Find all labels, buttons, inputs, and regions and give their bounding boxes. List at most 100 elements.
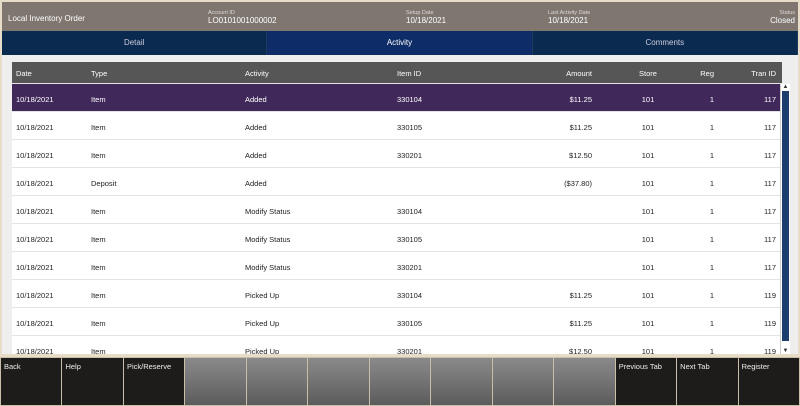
function-key-bar: Back Help Pick/Reserve Previous Tab Next Tab… (0, 357, 800, 406)
cell: Item (91, 123, 106, 132)
field-label: Status (779, 10, 795, 16)
cell: 10/18/2021 (16, 235, 54, 244)
empty-function-key (246, 358, 308, 405)
scroll-down-icon[interactable]: ▼ (782, 348, 789, 354)
cell: Item (91, 95, 106, 104)
cell: 330201 (397, 347, 423, 354)
table-row[interactable]: 10/18/2021 Item Added 330104 $11.25 101 1 117 (12, 84, 782, 112)
cell: 1 (709, 235, 714, 244)
previous-tab-button[interactable]: Previous Tab (615, 358, 677, 405)
cell: Amount (566, 69, 592, 78)
cell: Added (245, 123, 267, 132)
cell: Reg (700, 69, 714, 78)
scroll-thumb[interactable] (782, 91, 789, 341)
tab-bar: Detail Activity Comments (2, 31, 798, 60)
cell: 1 (709, 123, 714, 132)
field-value: LO0101001000002 (208, 16, 277, 25)
cell: 119 (764, 347, 776, 354)
empty-function-key (492, 358, 554, 405)
tab-comments[interactable]: Comments (533, 31, 798, 55)
table-row[interactable]: 10/18/2021 Item Picked Up 330104 $11.25 101 1 1… (12, 280, 782, 308)
table-row[interactable]: 10/18/2021 Item Picked Up 330105 $11.25 101 1 1… (12, 308, 782, 336)
cell: ($37.80) (564, 179, 592, 188)
field-value: 10/18/2021 (548, 16, 589, 25)
tab-detail[interactable]: Detail (2, 31, 268, 55)
cell: Picked Up (245, 347, 280, 354)
cell: $11.25 (569, 123, 592, 132)
field-value: Closed (770, 16, 795, 25)
cell: 1 (709, 151, 714, 160)
activity-table: Date Type Activity Item ID Amount Store Reg Tra… (12, 62, 782, 354)
table-row[interactable]: 10/18/2021 Item Added 330201 $12.50 101 1 117 (12, 140, 782, 168)
scroll-up-icon[interactable]: ▲ (782, 84, 789, 90)
table-row[interactable]: 10/18/2021 Deposit Added ($37.80) 101 1 117 (12, 168, 782, 196)
cell: 10/18/2021 (16, 347, 54, 354)
cell: 101 (641, 179, 655, 188)
cell: 1 (709, 347, 714, 354)
cell: Store (639, 69, 657, 78)
cell: 330201 (397, 151, 423, 160)
field-label: Setup Date (406, 10, 434, 16)
cell: 330105 (397, 123, 423, 132)
cell: 1 (709, 291, 714, 300)
cell: Picked Up (245, 291, 280, 300)
cell: Item (91, 235, 106, 244)
cell: 101 (641, 291, 655, 300)
cell: Added (245, 95, 267, 104)
table-row[interactable]: 10/18/2021 Item Modify Status 330201 101 1 117 (12, 252, 782, 280)
cell: 10/18/2021 (16, 263, 54, 272)
cell: Activity (245, 69, 269, 78)
cell: 10/18/2021 (16, 95, 54, 104)
cell: 117 (764, 151, 776, 160)
cell: Item (91, 263, 106, 272)
cell: $11.25 (569, 319, 592, 328)
cell: 10/18/2021 (16, 179, 54, 188)
table-row[interactable]: 10/18/2021 Item Added 330105 $11.25 101 1 117 (12, 112, 782, 140)
table-row[interactable]: 10/18/2021 Item Modify Status 330104 101 1 117 (12, 196, 782, 224)
cell: $12.50 (569, 151, 592, 160)
cell: 117 (764, 263, 776, 272)
cell: 10/18/2021 (16, 123, 54, 132)
cell: 330104 (397, 207, 423, 216)
field-value: 10/18/2021 (406, 16, 447, 25)
empty-function-key (554, 358, 615, 405)
cell: 119 (764, 291, 776, 300)
cell: 117 (764, 95, 776, 104)
cell: Added (245, 151, 267, 160)
tab-activity[interactable]: Activity (267, 31, 533, 60)
empty-function-key (369, 358, 431, 405)
field-label: Last Activity Date (548, 10, 591, 16)
cell: 10/18/2021 (16, 291, 54, 300)
cell: 101 (641, 151, 655, 160)
last-activity-date-field: Last Activity Date 10/18/2021 (548, 10, 590, 25)
table-row[interactable]: 10/18/2021 Item Modify Status 330105 101 1 117 (12, 224, 782, 252)
cell: 1 (709, 179, 714, 188)
scrollbar[interactable]: ▲ ▼ (780, 84, 790, 354)
cell: Item ID (397, 69, 422, 78)
cell: Modify Status (245, 263, 291, 272)
empty-function-key (431, 358, 492, 405)
cell: Deposit (91, 179, 117, 188)
cell: 10/18/2021 (16, 151, 54, 160)
help-button[interactable]: Help (62, 358, 123, 405)
table-row[interactable]: 10/18/2021 Item Picked Up 330201 $12.50 101 1 1… (12, 336, 782, 354)
cell: 10/18/2021 (16, 207, 54, 216)
cell: 101 (641, 95, 655, 104)
cell: 119 (764, 319, 776, 328)
empty-function-key (308, 358, 369, 405)
cell: 101 (641, 263, 655, 272)
back-button[interactable]: Back (1, 358, 62, 405)
cell: Added (245, 179, 267, 188)
cell: Modify Status (245, 207, 291, 216)
pick-reserve-button[interactable]: Pick/Reserve (123, 358, 185, 405)
cell: 101 (641, 123, 655, 132)
register-button[interactable]: Register (738, 358, 800, 405)
cell: Tran ID (751, 69, 776, 78)
next-tab-button[interactable]: Next Tab (677, 358, 738, 405)
cell: 10/18/2021 (16, 319, 54, 328)
cell: $12.50 (569, 347, 592, 354)
cell: Item (91, 207, 106, 216)
cell: Item (91, 291, 106, 300)
cell: 1 (709, 319, 714, 328)
cell: 330201 (397, 263, 423, 272)
